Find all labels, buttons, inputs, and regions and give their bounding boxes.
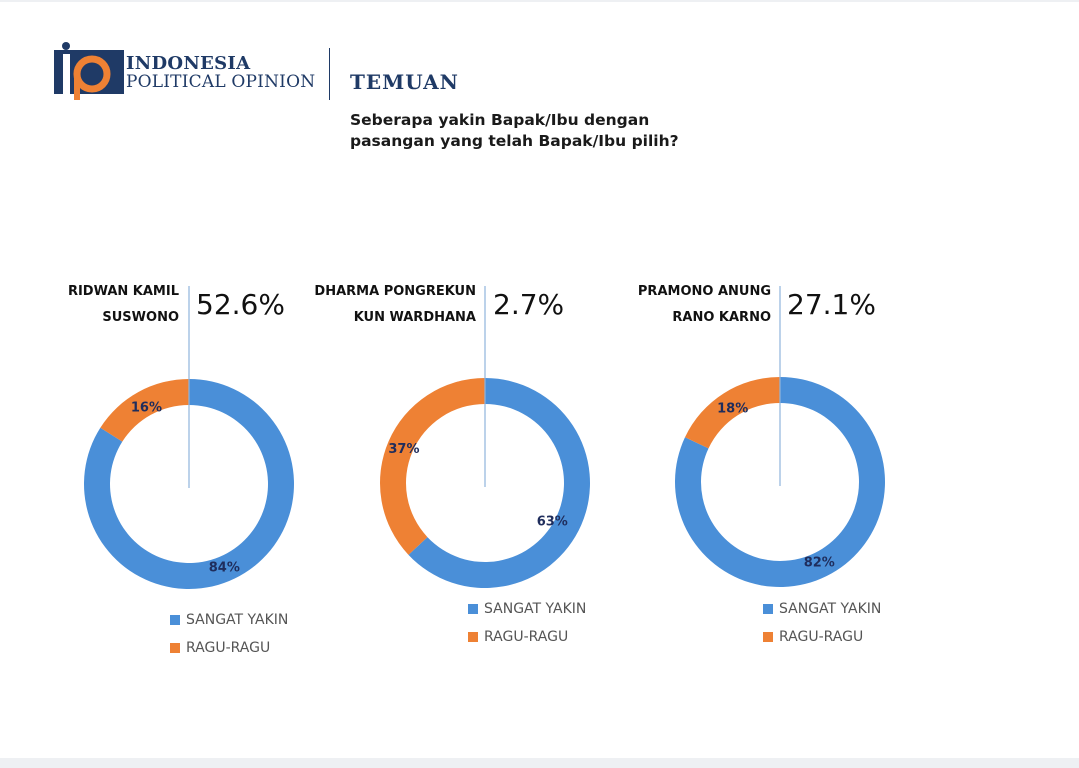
question-line-2: pasangan yang telah Bapak/Ibu pilih? [350,132,679,150]
question-line-1: Seberapa yakin Bapak/Ibu dengan [350,111,650,129]
legend-label: SANGAT YAKIN [186,612,289,628]
legend-item: SANGAT YAKIN [763,595,881,623]
legend-label: RAGU-RAGU [186,640,271,656]
data-label: 82% [804,555,835,570]
ipo-logo-icon [54,42,124,100]
candidate-line-1: RIDWAN KAMIL [67,284,179,299]
data-label: 84% [209,560,240,575]
legend-swatch [170,643,180,653]
legend-label: RAGU-RAGU [484,629,569,645]
vote-share: 27.1% [787,288,876,321]
legend-item: SANGAT YAKIN [468,595,586,623]
donut-slice-sangat-yakin [408,378,590,588]
data-label: 16% [131,401,162,416]
legend-swatch [170,615,180,625]
legend-swatch [468,632,478,642]
legend-item: RAGU-RAGU [763,623,881,651]
data-label: 37% [388,442,419,457]
donut-slice-ragu-ragu [100,378,189,442]
data-label: 63% [537,514,568,529]
candidate-name: RIDWAN KAMIL SUSWONO [68,279,179,331]
legend-label: RAGU-RAGU [779,629,864,645]
donut-slice-ragu-ragu [379,377,485,555]
candidate-line-1: DHARMA PONGREKUN [314,284,476,299]
candidate-name: PRAMONO ANUNG RANO KARNO [638,279,771,331]
legend-label: SANGAT YAKIN [484,601,587,617]
chart-legend: SANGAT YAKIN RAGU-RAGU [468,595,586,651]
vote-share: 2.7% [493,288,565,321]
section-title: TEMUAN [350,70,459,94]
candidate-name: DHARMA PONGREKUN KUN WARDHANA [314,279,476,331]
header-divider [329,48,330,100]
candidate-line-2: RANO KARNO [672,310,771,325]
vote-share: 52.6% [196,288,285,321]
candidate-line-2: SUSWONO [102,310,179,325]
legend-swatch [763,604,773,614]
brand-name: INDONESIA POLITICAL OPINION [126,54,315,92]
chart-legend: SANGAT YAKIN RAGU-RAGU [763,595,881,651]
legend-swatch [468,604,478,614]
question-text: Seberapa yakin Bapak/Ibu dengan pasangan… [350,110,790,152]
legend-swatch [763,632,773,642]
brand-line-1: INDONESIA [126,53,251,74]
legend-item: SANGAT YAKIN [170,606,288,634]
brand-line-2: POLITICAL OPINION [126,72,316,92]
candidate-line-1: PRAMONO ANUNG [637,284,771,299]
chart-legend: SANGAT YAKIN RAGU-RAGU [170,606,288,662]
legend-item: RAGU-RAGU [170,634,288,662]
legend-label: SANGAT YAKIN [779,601,882,617]
data-label: 18% [717,401,748,416]
candidate-line-2: KUN WARDHANA [353,310,476,325]
donut-slice-ragu-ragu [684,377,780,449]
legend-item: RAGU-RAGU [468,623,586,651]
